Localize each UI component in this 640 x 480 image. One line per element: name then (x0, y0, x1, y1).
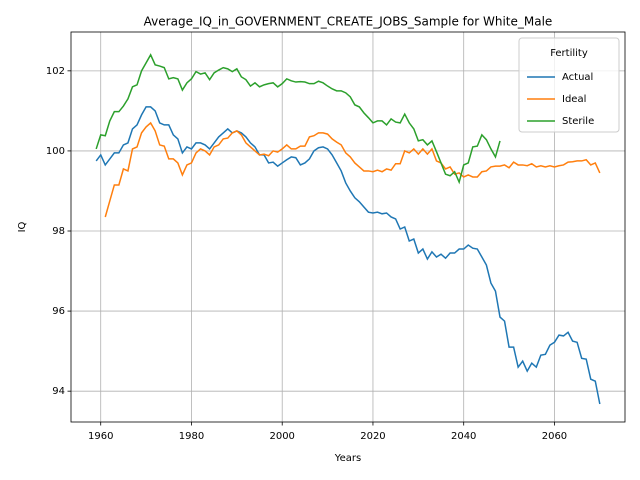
legend-box (518, 37, 620, 133)
x-axis-label: Years (334, 453, 361, 464)
y-tick-label: 98 (52, 226, 65, 237)
x-tick-label: 2060 (542, 431, 567, 442)
x-tick-label: 1960 (88, 431, 113, 442)
data-line (95, 53, 501, 185)
y-tick-label: 100 (46, 146, 65, 157)
x-tick-label: 1980 (179, 431, 204, 442)
x-tick-label: 2020 (360, 431, 385, 442)
chart-title: Average_IQ_in_GOVERNMENT_CREATE_JOBS_Sam… (144, 15, 553, 29)
legend: Fertility Actual Ideal Sterile (518, 37, 620, 133)
x-tick-label: 2040 (451, 431, 476, 442)
y-tick-label: 96 (52, 306, 65, 317)
legend-label: Sterile (562, 116, 594, 127)
y-axis-label: IQ (17, 221, 28, 232)
data-line (104, 121, 601, 218)
legend-label: Ideal (562, 94, 586, 105)
plot-frame (70, 31, 626, 423)
legend-label: Actual (562, 72, 593, 83)
legend-title: Fertility (550, 48, 588, 59)
x-tick-label: 2000 (269, 431, 294, 442)
y-tick-label: 94 (52, 386, 65, 397)
y-tick-label: 102 (46, 66, 65, 77)
data-line (95, 106, 601, 405)
